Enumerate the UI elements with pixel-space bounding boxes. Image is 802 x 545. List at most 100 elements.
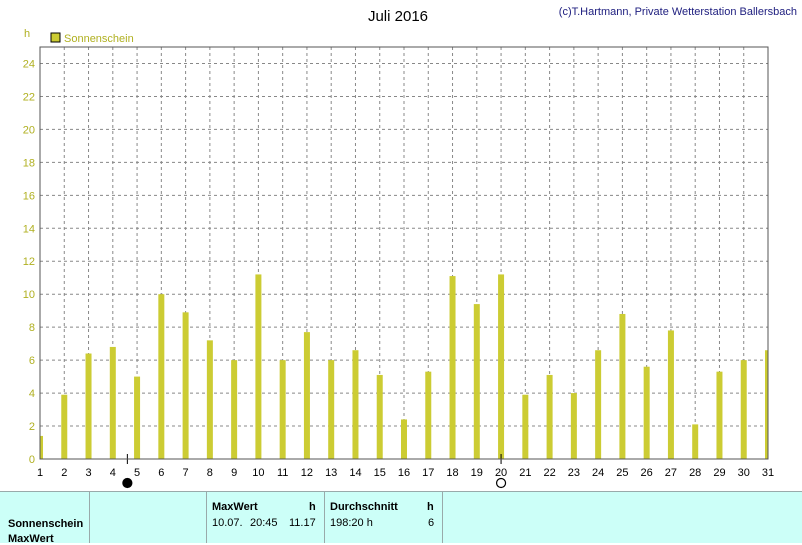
durchschnitt-value: 6: [428, 517, 435, 529]
sunshine-bar: [740, 360, 747, 459]
maxwert-date: 10.07.: [212, 517, 243, 529]
x-tick-label: 28: [689, 467, 701, 479]
x-tick-label: 9: [231, 467, 237, 479]
sunshine-bar: [619, 313, 626, 459]
sunshine-bar: [158, 294, 165, 459]
y-axis-unit: h: [24, 28, 30, 40]
sunshine-bar: [303, 332, 310, 459]
summary-col-durchschnitt: [324, 492, 443, 543]
x-tick-label: 23: [568, 467, 580, 479]
summary-col-labels: [0, 492, 90, 543]
x-tick-label: 26: [641, 467, 653, 479]
y-tick-label: 2: [29, 421, 35, 433]
x-tick-label: 24: [592, 467, 604, 479]
y-tick-label: 10: [23, 289, 35, 301]
x-tick-label: 17: [422, 467, 434, 479]
x-tick-label: 2: [61, 467, 67, 479]
row-label-maxwert: MaxWert: [8, 533, 54, 545]
x-tick-label: 18: [446, 467, 458, 479]
sunshine-bar: [255, 274, 262, 459]
x-tick-label: 19: [471, 467, 483, 479]
sunshine-bar: [182, 312, 189, 459]
x-tick-label: 8: [207, 467, 213, 479]
sunshine-bar: [570, 393, 577, 459]
chart-title: Juli 2016: [368, 8, 428, 25]
durchschnitt-total: 198:20 h: [330, 517, 373, 529]
sunshine-bar: [473, 304, 480, 459]
x-tick-label: 30: [738, 467, 750, 479]
x-tick-label: 1: [37, 467, 43, 479]
sunshine-bar: [425, 371, 432, 459]
sunshine-bar: [61, 394, 68, 459]
y-tick-label: 24: [23, 58, 35, 70]
x-tick-label: 22: [543, 467, 555, 479]
x-axis-labels: 1 2 3 4 5 6 7 8 9 10 11 12 13 14 15 16 17 18 19 20 21 22 23 24 2…: [37, 467, 774, 479]
sunshine-bar: [546, 374, 553, 459]
maxwert-unit: h: [309, 501, 316, 513]
summary-col-maxwert: [206, 492, 325, 543]
sunshine-bar: [231, 360, 238, 459]
y-tick-label: 20: [23, 124, 35, 136]
x-tick-label: 21: [519, 467, 531, 479]
sunshine-bar: [667, 330, 674, 459]
x-tick-label: 29: [713, 467, 725, 479]
sunshine-bar: [352, 350, 359, 459]
sunshine-bar: [716, 371, 723, 459]
row-label-sonnenschein: Sonnenschein: [8, 518, 84, 530]
sunshine-bar: [449, 276, 456, 459]
summary-table: Sonnenschein MaxWert MaxWert h 10.07. 20…: [0, 491, 802, 545]
durchschnitt-unit: h: [427, 501, 434, 513]
sunshine-bar: [401, 419, 407, 459]
sunshine-bar: [40, 435, 43, 459]
y-tick-label: 6: [29, 355, 35, 367]
sunshine-bar: [206, 340, 213, 459]
x-tick-label: 5: [134, 467, 140, 479]
sunshine-bar: [376, 374, 383, 459]
x-tick-label: 3: [85, 467, 91, 479]
y-tick-label: 8: [29, 322, 35, 334]
sunshine-bar: [279, 360, 286, 459]
y-tick-label: 22: [23, 91, 35, 103]
y-tick-label: 18: [23, 157, 35, 169]
sunshine-bar: [109, 346, 116, 459]
x-tick-label: 27: [665, 467, 677, 479]
sunshine-bar: [498, 274, 505, 459]
sunshine-bar: [134, 376, 141, 459]
x-tick-label: 10: [252, 467, 264, 479]
summary-col-empty: [89, 492, 207, 543]
sunshine-bar: [643, 366, 650, 459]
x-tick-label: 11: [277, 467, 288, 479]
y-tick-label: 16: [23, 190, 35, 202]
x-tick-label: 25: [616, 467, 628, 479]
x-tick-label: 4: [110, 467, 116, 479]
x-tick-label: 6: [158, 467, 164, 479]
x-tick-label: 13: [325, 467, 337, 479]
plot-frame: [39, 46, 769, 460]
maxwert-value: 11.17: [289, 517, 316, 529]
sunshine-bar: [765, 350, 768, 459]
sunshine-bar: [522, 394, 529, 459]
chart-bars: [40, 274, 768, 459]
y-tick-label: 0: [29, 454, 35, 466]
sunshine-chart: Juli 2016 (c)T.Hartmann, Private Wetters…: [23, 6, 797, 489]
y-tick-label: 14: [23, 223, 35, 235]
sunshine-bar: [85, 353, 92, 459]
chart-grid: [40, 47, 768, 459]
x-tick-label: 7: [183, 467, 189, 479]
x-tick-label: 16: [398, 467, 410, 479]
x-tick-label: 12: [301, 467, 313, 479]
legend-swatch: [50, 32, 61, 43]
sunshine-bar: [692, 424, 699, 459]
new-moon-icon: [122, 477, 133, 489]
x-tick-label: 31: [762, 467, 774, 479]
full-moon-icon: [495, 477, 507, 489]
x-tick-label: 20: [495, 467, 507, 479]
sunshine-bar: [328, 360, 335, 459]
legend-label: Sonnenschein: [64, 33, 134, 45]
moon-markers: [122, 454, 507, 489]
durchschnitt-header: Durchschnitt: [330, 501, 398, 513]
x-tick-label: 15: [374, 467, 386, 479]
copyright-text: (c)T.Hartmann, Private Wetterstation Bal…: [559, 6, 797, 18]
x-tick-label: 14: [349, 467, 361, 479]
